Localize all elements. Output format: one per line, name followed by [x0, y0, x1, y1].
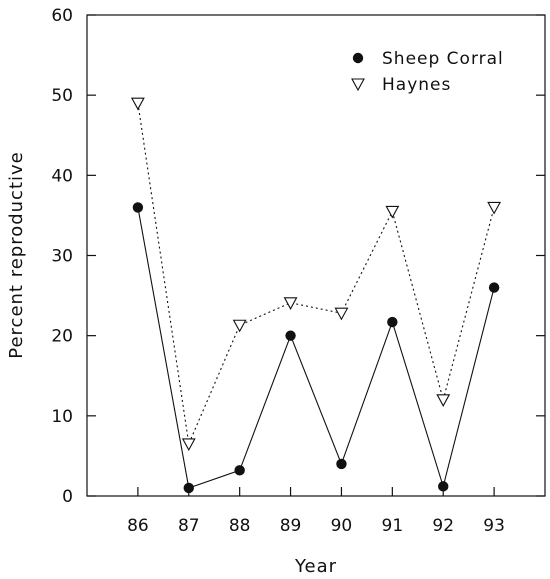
legend-marker-haynes: [351, 78, 365, 92]
y-tick-label: 10: [51, 407, 73, 427]
data-point-haynes: [181, 438, 196, 452]
data-point-sheep-corral: [336, 458, 347, 470]
data-point-haynes: [283, 297, 298, 310]
legend-marker-sheep-corral: [352, 52, 364, 64]
plot-frame: [86, 14, 546, 497]
data-point-sheep-corral: [285, 330, 296, 341]
x-axis-title: Year: [294, 556, 337, 577]
data-point-haynes: [232, 319, 247, 333]
data-point-sheep-corral: [234, 465, 245, 476]
data-point-haynes: [436, 394, 451, 407]
legend-label-1: Haynes: [382, 75, 451, 95]
series-line-1: [137, 103, 495, 446]
y-tick-label: 60: [51, 6, 73, 26]
x-tick-label: 87: [178, 516, 200, 536]
y-tick-label: 30: [51, 247, 73, 267]
data-point-sheep-corral: [438, 481, 449, 492]
series-lines: [137, 103, 495, 489]
data-point-haynes: [130, 97, 145, 111]
series-line-0: [137, 207, 495, 489]
x-tick-label: 93: [483, 516, 505, 536]
data-point-haynes: [385, 205, 400, 219]
y-tick-label: 20: [51, 327, 73, 347]
data-point-sheep-corral: [132, 202, 144, 213]
y-axis-title: Percent reproductive: [6, 151, 27, 359]
data-point-sheep-corral: [183, 482, 194, 494]
axis-ticks: 0 10 20 30 40 50 60 86 87 88 89 90 91 92 93: [51, 6, 545, 536]
data-point-sheep-corral: [387, 316, 398, 328]
x-tick-label: 86: [127, 516, 149, 536]
y-tick-label: 40: [51, 166, 73, 186]
series-markers: [130, 97, 502, 494]
data-point-haynes: [487, 201, 502, 215]
legend: Sheep Corral Haynes: [351, 49, 504, 95]
x-tick-label: 90: [331, 516, 353, 536]
x-tick-label: 89: [280, 516, 302, 536]
y-tick-label: 0: [62, 487, 73, 507]
legend-label-0: Sheep Corral: [382, 49, 504, 69]
data-point-sheep-corral: [488, 282, 500, 293]
y-tick-label: 50: [51, 86, 73, 106]
data-point-haynes: [334, 307, 349, 321]
x-tick-label: 92: [432, 516, 454, 536]
x-tick-label: 88: [229, 516, 251, 536]
x-tick-label: 91: [382, 516, 404, 536]
